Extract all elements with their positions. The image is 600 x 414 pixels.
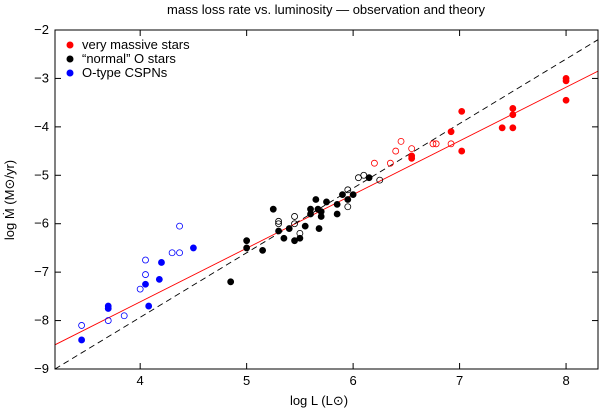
legend-marker-2 [66,69,74,77]
point-s2-open-0 [78,322,86,329]
point-s1-open-0 [275,217,282,225]
point-s1-filled-20 [333,210,341,218]
point-s2-filled-2 [104,302,112,310]
point-s1-open-6 [344,203,352,211]
point-s2-open-2 [120,312,128,320]
point-s1-filled-3 [259,246,267,254]
y-axis-title-main: log Ṁ [2,208,17,240]
fit-lines [55,39,598,369]
point-s1-filled-17 [317,213,325,220]
y-axis-title: log Ṁ (M⊙/yr) [2,160,17,240]
y-tick-label-2: −7 [34,264,49,279]
x-tick-label-1: 5 [243,373,250,388]
chart-title: mass loss rate vs. luminosity — observat… [167,2,485,17]
line-theory-dashed [55,39,598,369]
y-tick-label-4: −5 [34,167,49,182]
point-s2-filled-3 [142,280,149,288]
point-s2-open-3 [136,285,144,293]
point-s1-open-5 [344,186,352,194]
point-s1-filled-23 [349,191,357,199]
point-s0-filled-5 [498,124,506,132]
point-s0-open-5 [429,140,437,148]
point-s1-filled-1 [243,237,251,245]
point-s1-filled-10 [301,222,309,230]
point-s2-filled-7 [190,244,197,252]
point-s0-filled-2 [447,128,455,136]
x-axis-title: log L (L⊙) [290,393,348,408]
point-s2-open-4 [142,271,149,278]
point-s1-filled-4 [269,205,277,213]
point-s1-filled-18 [323,198,330,206]
y-tick-label-5: −4 [34,119,49,134]
x-axis-title-main: log L [290,393,318,408]
point-s2-open-1 [104,317,112,324]
point-s0-open-6 [432,140,440,148]
legend-marker-0 [66,41,74,49]
x-tick-label-4: 8 [562,373,569,388]
y-tick-label-0: −9 [34,361,49,376]
axis-ticks: 4 5 6 7 8 −9 −8 −7 −6 −5 −4 −3 −2 [34,22,598,388]
point-s1-filled-2 [243,244,251,252]
point-s2-open-8 [176,249,183,257]
point-s1-filled-22 [344,196,352,203]
point-s2-open-7 [176,222,183,230]
point-s2-filled-5 [155,276,163,283]
point-s0-filled-1 [408,154,416,162]
point-s1-open-1 [275,220,282,228]
point-s0-open-2 [392,147,400,155]
legend: very massive stars“normal” O starsO-type… [66,37,190,80]
point-s2-filled-4 [145,302,153,310]
point-s0-filled-6 [509,105,517,112]
point-s1-filled-15 [315,225,323,232]
point-s0-open-3 [397,137,405,145]
data-points [78,75,570,344]
point-s1-open-9 [376,176,384,184]
point-s0-filled-10 [562,77,570,85]
point-s2-open-6 [168,249,176,257]
point-s1-open-3 [291,220,298,228]
point-s0-filled-7 [509,111,517,119]
y-axis-title-unit: (M⊙/yr) [2,160,17,205]
point-s0-open-7 [447,140,455,148]
point-s1-open-2 [291,213,298,220]
point-s1-filled-6 [280,234,288,242]
point-s0-open-4 [408,145,416,153]
point-s1-open-4 [296,229,304,237]
point-s1-filled-0 [227,278,235,286]
y-tick-label-6: −3 [34,70,49,85]
legend-marker-1 [66,55,74,63]
x-tick-label-0: 4 [137,373,144,388]
y-tick-label-3: −6 [34,216,49,231]
point-s1-filled-9 [296,234,304,242]
point-s1-filled-12 [307,210,314,218]
point-s1-open-8 [360,171,368,179]
line-fit-solid [55,70,598,346]
point-s0-filled-3 [458,107,466,115]
point-s2-filled-0 [78,336,86,344]
point-s0-filled-8 [509,124,517,132]
point-s0-open-0 [371,159,378,167]
legend-label-2: O-type CSPNs [82,65,168,80]
legend-label-0: very massive stars [82,37,190,52]
point-s1-filled-5 [275,227,282,235]
y-tick-label-7: −2 [34,22,49,37]
point-s0-open-1 [386,159,394,167]
point-s1-filled-13 [312,196,320,203]
point-s1-filled-7 [285,225,293,232]
x-axis-title-unit: (L⊙) [321,393,348,408]
plot-frame [54,29,599,370]
y-tick-label-1: −8 [34,313,49,328]
point-s2-filled-6 [158,259,165,266]
point-s2-open-5 [142,256,149,264]
legend-label-1: “normal” O stars [82,51,176,66]
x-tick-label-2: 6 [350,373,357,388]
point-s0-filled-4 [458,147,466,155]
point-s0-filled-11 [562,96,570,104]
x-tick-label-3: 7 [456,373,463,388]
point-s1-filled-21 [339,191,346,199]
point-s1-filled-19 [333,200,341,208]
